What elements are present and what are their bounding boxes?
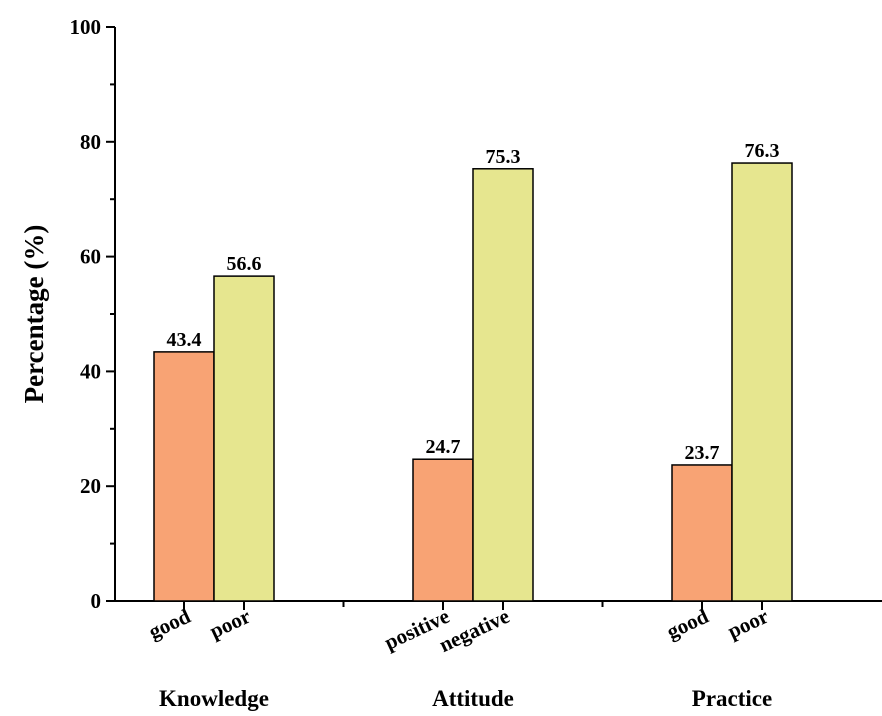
bar-value-label: 75.3 (486, 146, 521, 168)
bar-knowledge-poor (213, 275, 275, 602)
y-tick-label: 40 (80, 359, 101, 383)
bar-value-label: 56.6 (227, 253, 262, 275)
x-category-label: good (145, 604, 195, 644)
y-tick-label: 0 (91, 589, 102, 613)
x-category-label: poor (206, 604, 254, 644)
bar-value-label: 23.7 (685, 442, 720, 464)
bar-attitude-negative (472, 168, 534, 602)
x-group-label: Knowledge (159, 686, 269, 711)
bar-value-label: 43.4 (167, 329, 202, 351)
bar-value-label: 76.3 (745, 140, 780, 162)
bar-knowledge-good (153, 351, 215, 602)
bar-practice-poor (731, 162, 793, 602)
bar-practice-good (671, 464, 733, 602)
y-axis-title: Percentage (%) (19, 225, 49, 404)
bar-value-label: 24.7 (426, 436, 461, 458)
x-group-label: Practice (692, 686, 772, 711)
y-tick-label: 60 (80, 245, 101, 269)
x-category-label: negative (435, 604, 513, 657)
y-tick-label: 100 (70, 15, 102, 39)
x-category-label: poor (724, 604, 772, 644)
bar-attitude-positive (412, 458, 474, 602)
x-group-label: Attitude (432, 686, 514, 711)
x-category-label: good (663, 604, 713, 644)
y-tick-label: 20 (80, 474, 101, 498)
y-tick-label: 80 (80, 130, 101, 154)
